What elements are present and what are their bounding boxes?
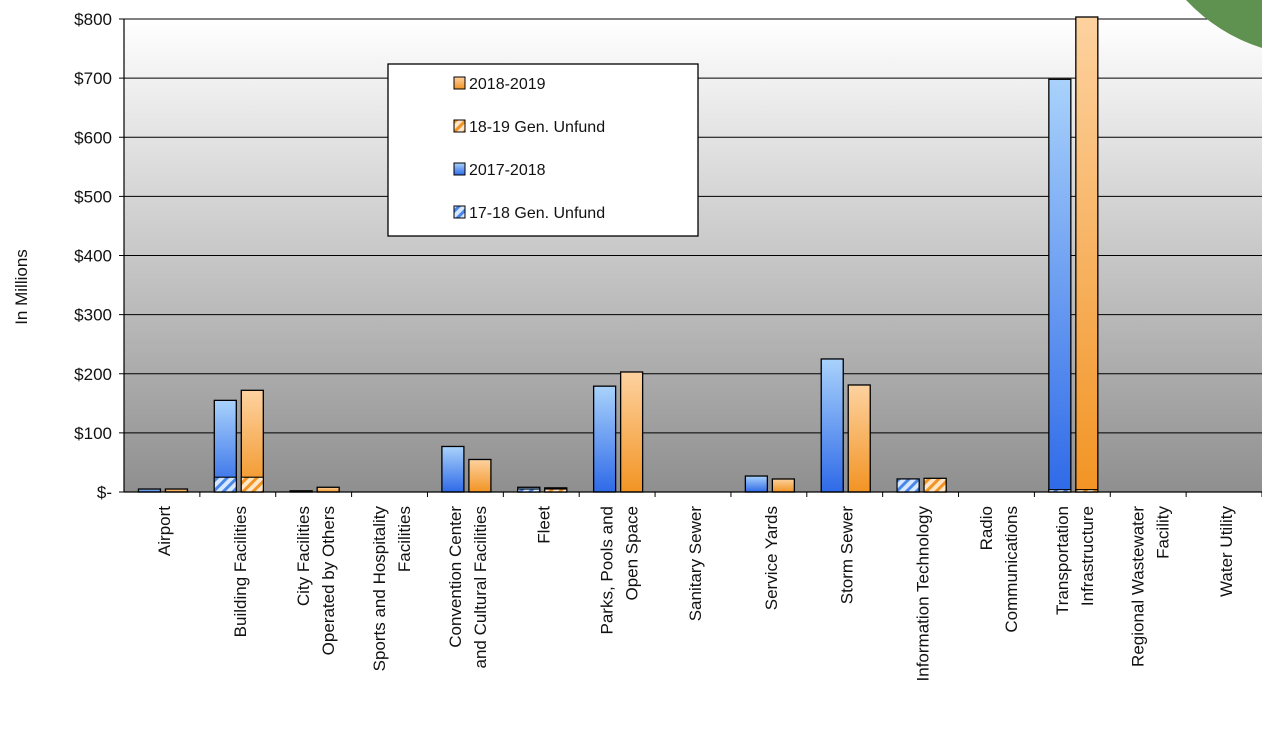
y-tick-label: $700: [74, 69, 112, 88]
y-tick-label: $500: [74, 187, 112, 206]
category-label: Transportation: [1053, 506, 1072, 615]
category-label: Open Space: [623, 506, 642, 601]
category-label: Information Technology: [914, 506, 933, 682]
legend-swatch: [453, 119, 466, 133]
bar-2018-2019-unfunded: [240, 476, 264, 493]
bar-2018-2019: [316, 486, 340, 493]
category-label: Regional Wastewater: [1129, 506, 1148, 667]
bar-2018-2019: [468, 458, 492, 493]
category-label: Parks, Pools and: [598, 506, 617, 635]
category-label: Building Facilities: [231, 506, 250, 637]
category-label: Sports and Hospitality: [370, 506, 389, 672]
bar-2017-2018-unfunded: [896, 478, 920, 493]
legend-box: [387, 63, 699, 237]
legend-label: 2018-2019: [469, 76, 546, 93]
bar-2017-2018-unfunded: [213, 476, 237, 493]
legend-label: 18-19 Gen. Unfund: [469, 119, 605, 136]
decorative-leaf-shape: [1186, 0, 1262, 48]
y-tick-label: $400: [74, 247, 112, 266]
y-tick-label: $800: [74, 10, 112, 29]
category-label: Operated by Others: [319, 506, 338, 655]
category-label: and Cultural Facilities: [471, 506, 490, 669]
category-label: Fleet: [534, 506, 553, 544]
bar-2017-2018: [1048, 78, 1072, 493]
category-label: Airport: [155, 506, 174, 556]
category-label: Infrastructure: [1078, 506, 1097, 606]
category-label: Radio: [977, 506, 996, 550]
y-tick-label: $300: [74, 306, 112, 325]
legend-swatch: [453, 76, 466, 90]
bar-2017-2018: [744, 475, 769, 493]
legend: 2018-2019 18-19 Gen. Unfund 2017-2018 17-18…: [387, 63, 699, 237]
legend-label: 17-18 Gen. Unfund: [469, 205, 605, 222]
y-axis-title: In Millions: [12, 249, 31, 325]
y-ticks: $- $100 $200 $300 $400 $500 $600 $700 $800: [74, 10, 124, 502]
legend-swatch: [453, 205, 466, 219]
y-tick-label: $600: [74, 128, 112, 147]
y-tick-label: $100: [74, 424, 112, 443]
bars: [137, 16, 1099, 493]
category-label: Sanitary Sewer: [686, 506, 705, 622]
bar-2017-2018: [820, 358, 844, 493]
bar-2017-2018: [592, 385, 617, 493]
legend-swatch: [453, 162, 466, 176]
y-tick-label: $-: [97, 483, 112, 502]
legend-label: 2017-2018: [469, 162, 546, 179]
category-label: Facilities: [395, 506, 414, 572]
category-label: Facility: [1154, 506, 1173, 559]
bar-2018-2019: [771, 478, 796, 493]
category-label: Water Utility: [1217, 506, 1236, 597]
bar-2018-2019-unfunded: [923, 477, 947, 493]
category-label: City Facilities: [294, 506, 313, 606]
bar-2018-2019: [619, 371, 644, 493]
category-label: Storm Sewer: [838, 506, 857, 605]
bar-2017-2018: [441, 445, 465, 493]
category-label: Service Yards: [762, 506, 781, 610]
x-tick-labels: Airport Building Facilities City Facilitie…: [155, 492, 1262, 681]
bar-2018-2019: [847, 384, 871, 493]
category-label: Convention Center: [446, 506, 465, 648]
category-label: Communications: [1002, 506, 1021, 633]
bar-2018-2019: [1075, 16, 1099, 493]
y-tick-label: $200: [74, 365, 112, 384]
